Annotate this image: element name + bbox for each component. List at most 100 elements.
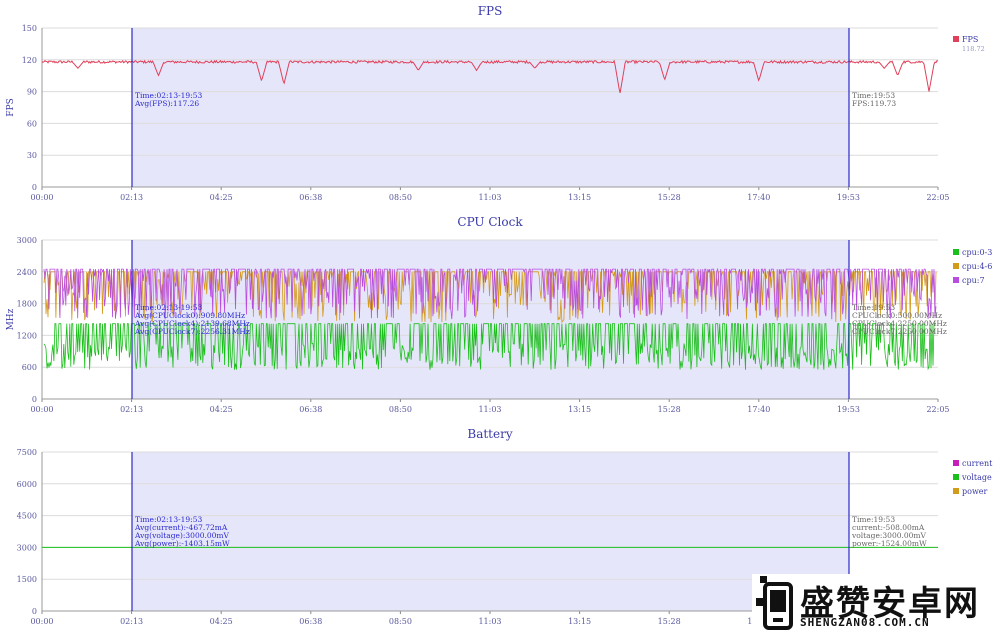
cursor-value-label: CPUClock4:2250.00MHz	[852, 319, 947, 328]
x-tick-label: 17:40	[747, 193, 770, 202]
cursor-value-label: voltage:3000.00mV	[851, 531, 927, 540]
legend-swatch	[953, 249, 959, 255]
y-tick-label: 6000	[17, 480, 37, 489]
x-tick-label: 08:50	[389, 193, 412, 202]
legend-label: power	[962, 487, 988, 496]
watermark-logo: 盛赞安卓网 SHENGZAN08.COM.CN	[752, 574, 996, 632]
x-tick-label: 13:15	[568, 405, 591, 414]
x-tick-label: 04:25	[210, 617, 233, 626]
x-tick-label: 00:00	[30, 405, 53, 414]
legend-swatch	[953, 474, 959, 480]
legend-label: FPS	[962, 35, 978, 44]
x-tick-label: 06:38	[299, 193, 322, 202]
x-tick-label: 00:00	[30, 193, 53, 202]
cursor-value-label: Time:19:53	[852, 303, 895, 312]
chart-panel-1: CPU Clock 0 600 1200 1800 2400 3000 00:00 02:13 0…	[6, 215, 992, 414]
selection-average-label: Avg(CPUClock7):2256.31MHz	[134, 327, 250, 336]
cursor-value-label: current:-508.00mA	[852, 523, 925, 532]
legend-value: 118.72	[962, 45, 985, 53]
x-tick-label: 13:15	[568, 617, 591, 626]
legend-label: cpu:4-6	[962, 262, 992, 271]
cursor-value-label: power:-1524.00mW	[852, 539, 927, 548]
y-axis-label: FPS	[6, 98, 16, 116]
selection-band	[132, 240, 849, 399]
phone-logo-icon	[756, 576, 793, 630]
selection-average-label: Time:02:13-19:53	[135, 91, 202, 100]
y-tick-label: 7500	[17, 448, 37, 457]
legend-swatch	[953, 460, 959, 466]
x-tick-label: 02:13	[120, 405, 143, 414]
selection-average-label: Avg(CPUClock4):2139.68MHz	[134, 319, 250, 328]
cursor-value-label: CPUClock0:500.00MHz	[852, 311, 942, 320]
y-tick-label: 0	[32, 395, 37, 404]
selection-band	[132, 28, 849, 187]
selection-average-label: Avg(CPUClock0):909.80MHz	[134, 311, 245, 320]
x-tick-label: 19:53	[837, 193, 860, 202]
legend-label: cpu:7	[962, 276, 985, 285]
x-tick-label: 00:00	[30, 617, 53, 626]
x-tick-label: 15:28	[658, 617, 681, 626]
selection-average-label: Time:02:13-19:53	[135, 303, 202, 312]
x-tick-label: 15:28	[658, 193, 681, 202]
y-tick-label: 60	[27, 119, 37, 128]
selection-average-label: Avg(FPS):117.26	[134, 99, 199, 108]
y-tick-label: 120	[22, 56, 37, 65]
x-tick-label: 04:25	[210, 405, 233, 414]
chart-title: Battery	[467, 427, 512, 441]
y-tick-label: 1800	[17, 300, 37, 309]
series-line-fps	[41, 59, 939, 94]
series-line-cpu-0-3	[43, 323, 936, 371]
x-tick-label: 06:38	[299, 405, 322, 414]
y-tick-label: 30	[27, 151, 37, 160]
x-tick-label: 04:25	[210, 193, 233, 202]
chart-title: FPS	[478, 4, 503, 18]
watermark-subtitle: SHENGZAN08.COM.CN	[800, 616, 930, 629]
selection-average-label: Avg(current):-467.72mA	[134, 523, 228, 532]
y-tick-label: 3000	[17, 236, 37, 245]
legend-label: current	[962, 459, 993, 468]
y-axis-label: MHz	[6, 308, 16, 330]
chart-panel-2: Battery 0 1500 3000 4500 6000 7500 00:00 02:13 04…	[17, 427, 994, 626]
x-tick-label: 15:28	[658, 405, 681, 414]
x-tick-label: 17:40	[747, 405, 770, 414]
watermark-title: 盛赞安卓网	[800, 584, 980, 624]
chart-title: CPU Clock	[457, 215, 523, 229]
x-tick-label: 08:50	[389, 617, 412, 626]
x-tick-label: 19:53	[837, 405, 860, 414]
y-tick-label: 0	[32, 607, 37, 616]
selection-average-label: Time:02:13-19:53	[135, 515, 202, 524]
cursor-value-label: Time:19:53	[852, 515, 895, 524]
cursor-value-label: Time:19:53	[852, 91, 895, 100]
selection-band	[132, 452, 849, 611]
cursor-value-label: CPUClock7:2250.00MHz	[852, 327, 947, 336]
legend-label: voltage	[961, 473, 992, 482]
x-tick-label: 02:13	[120, 193, 143, 202]
legend-swatch	[953, 277, 959, 283]
y-tick-label: 1200	[17, 331, 37, 340]
x-tick-label: 22:05	[926, 405, 949, 414]
x-tick-label: 22:05	[926, 193, 949, 202]
x-tick-label: 08:50	[389, 405, 412, 414]
cursor-value-label: FPS:119.73	[852, 99, 896, 108]
y-tick-label: 3000	[17, 543, 37, 552]
x-tick-label: 11:03	[478, 405, 501, 414]
series-line-cpu-4-6	[43, 270, 937, 324]
legend-label: cpu:0-3	[962, 248, 992, 257]
selection-average-label: Avg(power):-1403.15mW	[134, 539, 230, 548]
y-tick-label: 1500	[17, 575, 37, 584]
y-tick-label: 0	[32, 183, 37, 192]
selection-average-label: Avg(voltage):3000.00mV	[134, 531, 230, 540]
y-tick-label: 150	[22, 24, 37, 33]
x-tick-label: 11:03	[478, 617, 501, 626]
x-tick-label: 13:15	[568, 193, 591, 202]
chart-panel-0: FPS 0 30 60 90 120 150 00:00 02:13 04:25 06:38 08:5…	[6, 4, 985, 202]
legend-swatch	[953, 488, 959, 494]
x-tick-label: 06:38	[299, 617, 322, 626]
y-tick-label: 4500	[17, 512, 37, 521]
x-tick-label: 11:03	[478, 193, 501, 202]
y-tick-label: 2400	[17, 268, 37, 277]
legend-swatch	[953, 36, 959, 42]
x-tick-label: 02:13	[120, 617, 143, 626]
y-tick-label: 600	[22, 363, 37, 372]
